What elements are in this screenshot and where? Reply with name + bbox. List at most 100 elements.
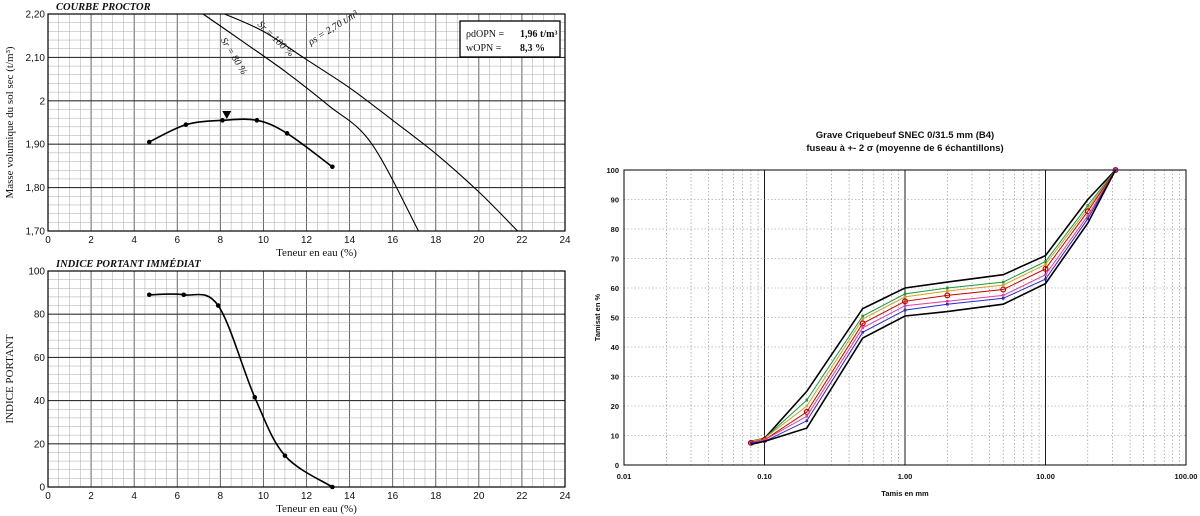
proctor-saturation-line	[202, 13, 419, 232]
proctor-legend-label: wOPN =	[466, 43, 502, 54]
proctor-point	[146, 139, 152, 145]
proctor-x-tick-label: 20	[473, 235, 485, 246]
granulo-point	[944, 292, 951, 299]
proctor-legend-value: 8,3 %	[520, 43, 545, 54]
proctor-x-tick-label: 16	[387, 235, 399, 246]
granulo-series-line	[750, 169, 1117, 446]
indice-y-tick-label: 0	[39, 483, 45, 494]
indice-frame	[47, 270, 566, 488]
proctor-sr100-label: Sr = 100 %	[255, 19, 296, 59]
granulo-y-axis-label: Tamisat en %	[593, 293, 602, 341]
proctor-x-tick-label: 2	[88, 235, 94, 246]
indice-point	[181, 292, 187, 298]
indice-point	[282, 453, 288, 458]
granulo-x-tick-label: 0.10	[757, 472, 772, 481]
indice-y-tick-label: 20	[34, 439, 46, 450]
granulometry-chart: 0 10 20 30 40 50 60 70 80 90 100 0.01 0.10 1.00 10.00 1…	[593, 130, 1198, 498]
proctor-x-tick-label: 14	[344, 235, 356, 246]
granulo-y-tick-label: 60	[611, 284, 619, 293]
granulo-subtitle: fuseau à +- 2 σ (moyenne de 6 échantillo…	[806, 143, 1003, 154]
granulo-point	[861, 314, 865, 318]
granulo-point	[903, 295, 907, 299]
proctor-x-tick-label: 18	[430, 235, 442, 246]
proctor-x-tick-label: 22	[516, 235, 528, 246]
granulo-point	[1044, 277, 1047, 281]
proctor-curve	[148, 118, 333, 168]
granulo-x-tick-label: 1.00	[898, 472, 913, 481]
granulo-y-tick-label: 90	[611, 195, 619, 204]
indice-x-tick-label: 4	[131, 491, 137, 502]
granulo-point	[1086, 214, 1090, 218]
indice-x-tick-label: 24	[559, 491, 571, 502]
indice-point	[146, 292, 152, 298]
indice-x-axis-label: Teneur en eau (%)	[276, 503, 357, 515]
proctor-legend-frame	[459, 20, 561, 58]
proctor-y-tick-label: 1,80	[26, 183, 46, 194]
granulo-point	[749, 441, 753, 445]
granulo-point	[1001, 280, 1005, 284]
granulo-y-tick-label: 20	[611, 402, 619, 411]
granulo-point	[763, 437, 766, 440]
indice-title: INDICE PORTANT IMMÉDIAT	[55, 258, 201, 270]
granulo-point	[1086, 204, 1090, 207]
granulo-y-tick-label: 70	[611, 254, 619, 263]
granulo-point	[945, 289, 949, 293]
granulo-point	[945, 302, 949, 306]
granulo-point	[805, 404, 809, 408]
granulo-point	[1001, 294, 1005, 297]
indice-x-tick-label: 10	[258, 491, 270, 502]
granulo-point	[1001, 297, 1005, 300]
proctor-x-tick-label: 10	[258, 235, 270, 246]
indice-x-tick-label: 16	[387, 491, 399, 502]
indice-x-tick-label: 18	[430, 491, 442, 502]
indice-x-tick-label: 0	[45, 491, 51, 502]
granulo-series-line	[750, 169, 1117, 443]
granulo-y-tick-label: 10	[611, 431, 619, 440]
granulo-point	[1001, 283, 1005, 287]
proctor-x-tick-label: 4	[131, 235, 137, 246]
indice-point	[215, 303, 221, 308]
granulo-series-line	[750, 169, 1116, 442]
proctor-x-tick-label: 24	[559, 235, 571, 246]
granulo-point	[805, 398, 809, 402]
proctor-frame	[47, 13, 566, 232]
granulo-point	[945, 299, 949, 303]
granulo-frame	[623, 169, 1187, 466]
granulo-point	[861, 326, 865, 330]
granulo-x-axis-label: Tamis en mm	[881, 489, 929, 498]
indice-x-tick-label: 20	[473, 491, 485, 502]
granulo-point	[1044, 263, 1047, 266]
granulo-x-tick-label: 100.00	[1175, 472, 1198, 481]
granulo-series-line	[750, 169, 1116, 444]
proctor-point	[284, 131, 290, 136]
granulo-series-line	[750, 169, 1116, 442]
proctor-y-tick-label: 2,10	[26, 53, 46, 64]
proctor-legend-label: ρdOPN =	[466, 29, 504, 40]
indice-grid	[48, 270, 565, 488]
proctor-y-tick-label: 1,90	[26, 140, 46, 151]
granulo-point	[902, 298, 909, 305]
granulo-point	[1086, 217, 1090, 220]
proctor-x-tick-label: 0	[45, 235, 51, 246]
indice-x-tick-label: 2	[88, 491, 94, 502]
granulo-grid	[624, 170, 1186, 465]
granulo-point	[861, 330, 865, 334]
indice-y-axis-label: INDICE PORTANT	[4, 334, 16, 423]
granulo-y-tick-label: 30	[611, 372, 619, 381]
indice-point	[252, 395, 258, 400]
proctor-title: COURBE PROCTOR	[56, 2, 151, 13]
proctor-y-tick-label: 2,20	[26, 10, 46, 21]
proctor-legend-box: ρdOPN = 1,96 t/m³ wOPN = 8,3 %	[459, 20, 561, 58]
indice-y-tick-label: 40	[34, 396, 46, 407]
proctor-y-tick-label: 2	[39, 96, 45, 107]
indice-point	[330, 484, 335, 490]
granulo-y-tick-label: 50	[611, 313, 619, 322]
indice-y-tick-label: 100	[28, 267, 45, 278]
granulo-point	[1042, 265, 1049, 272]
granulo-series-line	[750, 169, 1116, 444]
granulo-point	[859, 320, 866, 327]
granulo-y-tick-label: 40	[611, 343, 619, 352]
granulo-point	[805, 419, 809, 423]
granulo-point	[1112, 167, 1119, 174]
indice-x-tick-label: 14	[344, 491, 356, 502]
